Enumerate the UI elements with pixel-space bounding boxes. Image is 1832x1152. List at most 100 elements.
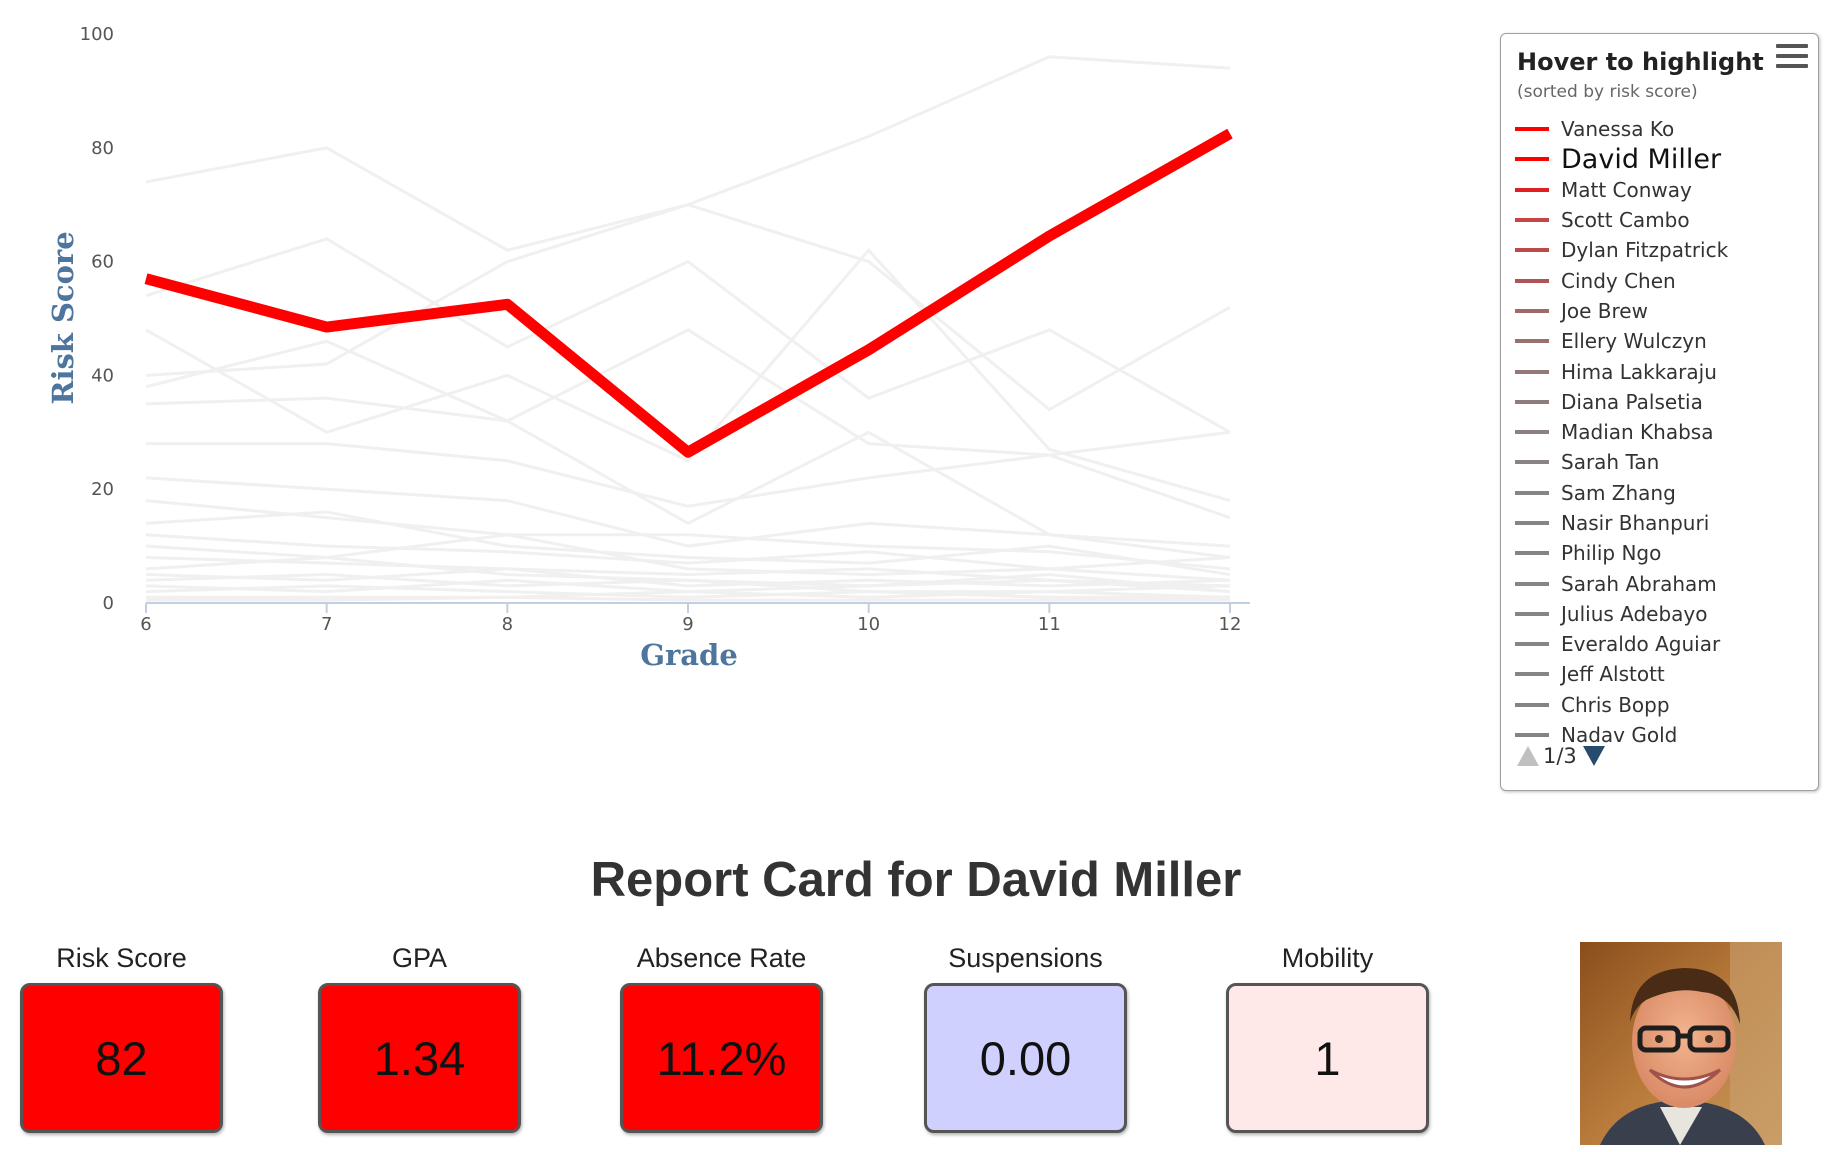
legend-item[interactable]: Nasir Bhanpuri [1515,508,1810,538]
previous-page-icon[interactable] [1517,746,1539,766]
legend-item-label: Cindy Chen [1561,268,1676,293]
legend-item-label: Chris Bopp [1561,692,1670,717]
metric-value: 1.34 [318,983,521,1133]
legend-item[interactable]: Philip Ngo [1515,538,1810,568]
legend-item[interactable]: Cindy Chen [1515,265,1810,295]
metric-label: Suspensions [948,943,1103,973]
legend-item-label: Hima Lakkaraju [1561,359,1717,384]
background-series-line[interactable] [145,567,1231,588]
legend-swatch [1515,642,1549,647]
legend-item[interactable]: Scott Cambo [1515,205,1810,235]
background-series-line[interactable] [145,510,1231,577]
background-series-line[interactable] [146,430,1231,508]
x-axis-label: Grade [640,638,738,672]
y-axis-label: Risk Score [46,231,80,404]
legend-swatch [1515,187,1549,192]
legend-swatch [1515,490,1549,495]
background-series-line[interactable] [145,203,1231,412]
metric-value: 0.00 [924,983,1127,1133]
legend-item-label: Joe Brew [1561,298,1648,323]
legend-item-label: Diana Palsetia [1561,389,1703,414]
legend-item[interactable]: Nadav Gold [1515,720,1810,750]
y-tick-label: 40 [91,365,114,386]
legend-swatch [1515,399,1549,404]
legend-item[interactable]: Julius Adebayo [1515,599,1810,629]
background-series-line[interactable] [146,590,1231,599]
metric-value: 1 [1226,983,1429,1133]
metric-card: Absence Rate 11.2% [620,943,823,1133]
legend-swatch [1515,672,1549,677]
legend-swatch [1515,218,1549,223]
background-series-line[interactable] [145,584,1230,599]
legend-item[interactable]: Sarah Abraham [1515,568,1810,598]
legend-item[interactable]: Joe Brew [1515,296,1810,326]
legend-swatch [1515,369,1549,374]
y-tick-label: 80 [91,138,114,159]
legend-swatch [1515,278,1549,283]
background-series-line[interactable] [146,595,1230,602]
legend-panel: Hover to highlight (sorted by risk score… [1500,33,1819,791]
legend-item-label: Madian Khabsa [1561,420,1714,445]
student-photo [1580,942,1782,1145]
legend-item[interactable]: Hima Lakkaraju [1515,356,1810,386]
page-indicator: 1/3 [1543,744,1577,768]
legend-swatch [1515,551,1549,556]
legend-item[interactable]: Chris Bopp [1515,690,1810,720]
metric-card: GPA 1.34 [318,943,521,1133]
legend-item[interactable]: Vanessa Ko [1515,114,1810,144]
legend-swatch [1515,702,1549,707]
next-page-icon[interactable] [1582,746,1605,766]
legend-item-label: Philip Ngo [1561,541,1662,566]
x-tick-label: 11 [1038,614,1061,635]
background-series-line[interactable] [145,237,1231,434]
metric-value: 11.2% [620,983,823,1133]
y-tick-label: 60 [91,252,114,273]
background-series-line[interactable] [145,499,1231,571]
legend-item-label: Vanessa Ko [1561,117,1675,142]
legend-item-label: Nasir Bhanpuri [1561,511,1710,535]
legend-item-label: Matt Conway [1561,177,1692,202]
legend-item[interactable]: Jeff Alstott [1515,659,1810,689]
legend-item[interactable]: David Miller [1515,144,1810,175]
metric-label: Mobility [1281,943,1374,973]
legend-item[interactable]: Sam Zhang [1515,478,1810,508]
metric-card: Mobility 1 [1226,943,1429,1133]
legend-swatch [1515,611,1549,616]
legend-item[interactable]: Sarah Tan [1515,447,1810,477]
legend-swatch [1515,521,1549,525]
legend-item[interactable]: Diana Palsetia [1515,387,1810,417]
legend-item[interactable]: Dylan Fitzpatrick [1515,235,1810,265]
legend-item-label: Sam Zhang [1561,480,1676,505]
legend-swatch [1515,733,1549,738]
x-tick-label: 10 [857,614,880,635]
background-series-line[interactable] [145,476,1231,548]
legend-pagination: 1/3 [1517,744,1605,768]
metric-card: Risk Score 82 [20,943,223,1133]
metric-card: Suspensions 0.00 [924,943,1127,1133]
legend-swatch [1515,581,1549,586]
x-tick-label: 6 [140,614,151,635]
legend-item-label: Julius Adebayo [1561,601,1708,626]
report-title: Report Card for David Miller [590,853,1242,907]
legend-swatch [1515,157,1549,162]
highlighted-series-line[interactable] [144,128,1233,458]
x-tick-label: 7 [321,614,332,635]
metric-label: Absence Rate [636,943,807,973]
legend-item[interactable]: Madian Khabsa [1515,417,1810,447]
legend-swatch [1515,127,1549,132]
legend-swatch [1515,430,1549,435]
background-series-line[interactable] [145,247,1231,503]
legend-item[interactable]: Everaldo Aguiar [1515,629,1810,659]
legend-item[interactable]: Ellery Wulczyn [1515,326,1810,356]
x-axis-ticks: 6 7 8 9 10 11 12 [140,603,1241,635]
metric-label: Risk Score [56,943,187,973]
legend-swatch [1515,308,1549,313]
legend-item-label: Jeff Alstott [1561,662,1665,687]
y-axis-ticks: 0 20 40 60 80 100 [80,24,114,614]
metric-value: 82 [20,983,223,1133]
legend-item-label: Dylan Fitzpatrick [1561,238,1729,263]
legend-subtitle: (sorted by risk score) [1517,82,1698,102]
menu-icon[interactable] [1776,44,1808,70]
legend-item[interactable]: Matt Conway [1515,175,1810,205]
risk-score-chart: 0 20 40 60 80 100 6 7 8 9 10 11 12 Risk Score Grade [46,24,1250,672]
